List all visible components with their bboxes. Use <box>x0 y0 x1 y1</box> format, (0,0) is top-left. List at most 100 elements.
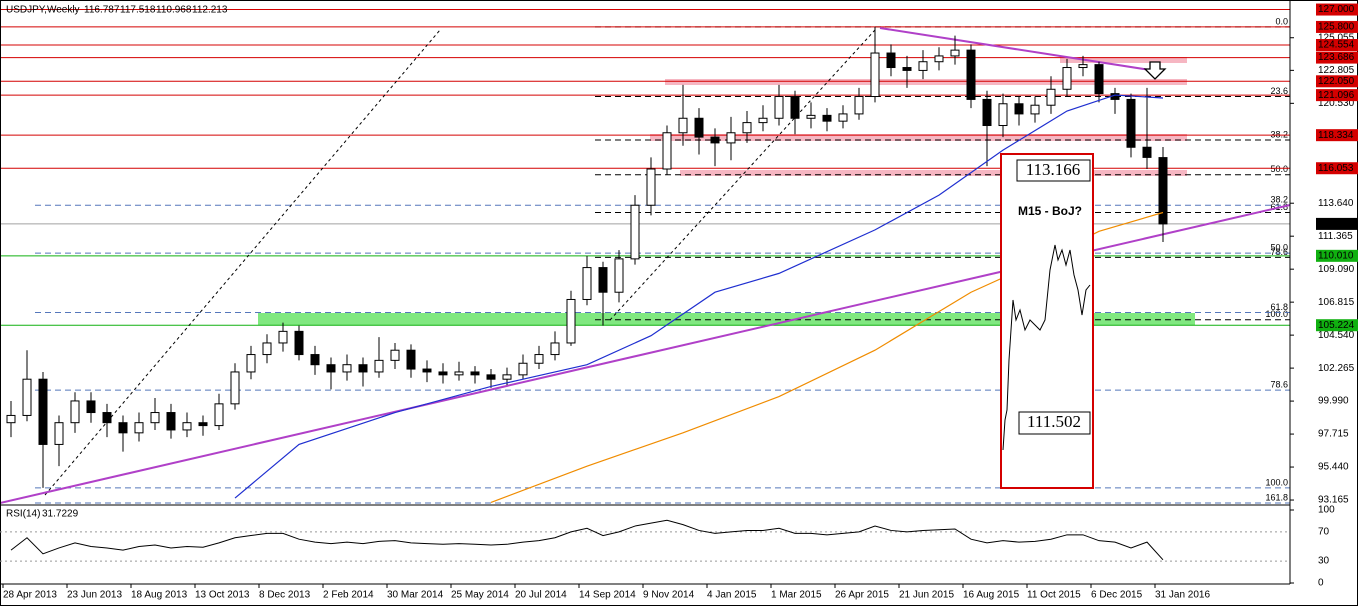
x-tick-label: 16 Aug 2015 <box>963 590 1020 601</box>
level-label-box <box>1316 89 1358 102</box>
fib-label: 78.6 <box>1270 379 1288 389</box>
resistance-zone <box>1060 57 1187 63</box>
x-tick-label: 13 Oct 2013 <box>195 590 250 601</box>
level-label: 105.224 <box>1318 320 1355 331</box>
y-tick-label: 102.265 <box>1318 363 1355 374</box>
level-label-box <box>1316 75 1358 88</box>
rsi-tick-label: 100 <box>1318 505 1335 516</box>
x-tick-label: 1 Mar 2015 <box>771 590 822 601</box>
level-label: 123.686 <box>1318 52 1355 63</box>
fib-label: 100.0 <box>1265 309 1288 319</box>
resistance-zone <box>665 79 1187 85</box>
trend-line <box>879 27 1151 71</box>
level-label: 125.800 <box>1318 22 1355 33</box>
x-tick-label: 23 Jun 2013 <box>67 590 122 601</box>
x-tick-label: 14 Sep 2014 <box>579 590 636 601</box>
y-tick-label: 95.440 <box>1318 462 1349 473</box>
candle-body <box>134 422 144 434</box>
candle-body <box>838 113 848 122</box>
candle-body <box>774 96 784 119</box>
x-tick-label: 28 Apr 2013 <box>3 590 57 601</box>
candle-body <box>118 422 128 434</box>
level-label: 127.000 <box>1318 4 1355 15</box>
x-tick-label: 30 Mar 2014 <box>387 590 444 601</box>
candle-body <box>694 117 704 138</box>
candle-body <box>902 67 912 71</box>
level-label: 112.213 <box>1318 219 1354 230</box>
candle-body <box>726 132 736 144</box>
fib-label: 61.8 <box>1270 302 1288 312</box>
candle-body <box>630 204 640 260</box>
y-tick-label: 111.365 <box>1318 231 1353 242</box>
candle-body <box>1158 157 1168 225</box>
candle-body <box>742 122 752 134</box>
candle-body <box>214 403 224 427</box>
candle-body <box>1046 88 1056 106</box>
fib-label: 38.2 <box>1270 129 1288 139</box>
inset-label-box <box>1018 411 1091 435</box>
candle-body <box>278 330 288 344</box>
x-tick-label: 31 Jan 2016 <box>1155 590 1210 601</box>
candle-body <box>6 414 16 424</box>
level-label: 110.010 <box>1318 250 1354 261</box>
candle-body <box>934 55 944 63</box>
fib-label: 100.0 <box>1265 477 1288 487</box>
level-label-box <box>1316 217 1358 230</box>
candle-body <box>966 49 976 100</box>
rsi-tick-label: 70 <box>1318 527 1330 538</box>
candle-body <box>38 378 48 445</box>
x-tick-label: 18 Aug 2013 <box>131 590 188 601</box>
candle-body <box>406 349 416 370</box>
candle-body <box>998 103 1008 127</box>
close: 112.213 <box>192 5 228 16</box>
x-tick-label: 8 Dec 2013 <box>259 590 311 601</box>
y-tick-label: 93.165 <box>1318 495 1349 506</box>
moving-average <box>234 94 1164 499</box>
y-tick-label: 99.990 <box>1318 396 1349 407</box>
candle-body <box>294 330 304 356</box>
candle-body <box>198 422 208 427</box>
candle-body <box>678 117 688 134</box>
level-label-box <box>1316 38 1358 51</box>
resistance-zone <box>680 170 1187 176</box>
candle-body <box>566 298 576 344</box>
level-label-box <box>1316 3 1358 16</box>
x-tick-label: 6 Dec 2015 <box>1091 590 1143 601</box>
candle-body <box>550 342 560 356</box>
arrow-icon <box>1143 61 1167 80</box>
candle-body <box>502 374 512 380</box>
candle-body <box>1094 64 1104 95</box>
inset: 113.166 M15 - BoJ? 111.502 <box>1000 153 1094 489</box>
rsi-tick-label: 30 <box>1318 556 1330 567</box>
candle-body <box>758 117 768 124</box>
x-tick-label: 9 Nov 2014 <box>643 590 695 601</box>
candle-body <box>1142 146 1152 158</box>
level-label: 118.334 <box>1318 130 1354 141</box>
low: 110.968 <box>156 5 192 16</box>
candle-body <box>182 422 192 431</box>
y-tick-label: 106.815 <box>1318 297 1355 308</box>
candle-body <box>854 96 864 115</box>
fib-label: 38.2 <box>1270 195 1288 205</box>
fib-label: 78.6 <box>1270 247 1288 257</box>
candle-body <box>646 168 656 206</box>
candle-body <box>422 368 432 373</box>
candle-body <box>374 359 384 373</box>
rsi-value: 31.7229 <box>42 509 79 520</box>
fib-label: 50.0 <box>1270 164 1288 174</box>
y-tick-label: 113.640 <box>1318 198 1354 209</box>
level-label: 122.050 <box>1318 76 1355 87</box>
candle-body <box>22 378 32 416</box>
candle-body <box>662 132 672 170</box>
level-label-box <box>1316 319 1358 332</box>
high: 117.518 <box>120 5 156 16</box>
level-label-box <box>1316 249 1358 262</box>
candle-body <box>150 412 160 424</box>
candle-body <box>102 412 112 424</box>
candle-body <box>342 364 352 373</box>
inset-line <box>1002 244 1091 451</box>
level-label-box <box>1316 20 1358 33</box>
candle-body <box>246 354 256 373</box>
y-tick-label: 120.530 <box>1318 98 1355 109</box>
